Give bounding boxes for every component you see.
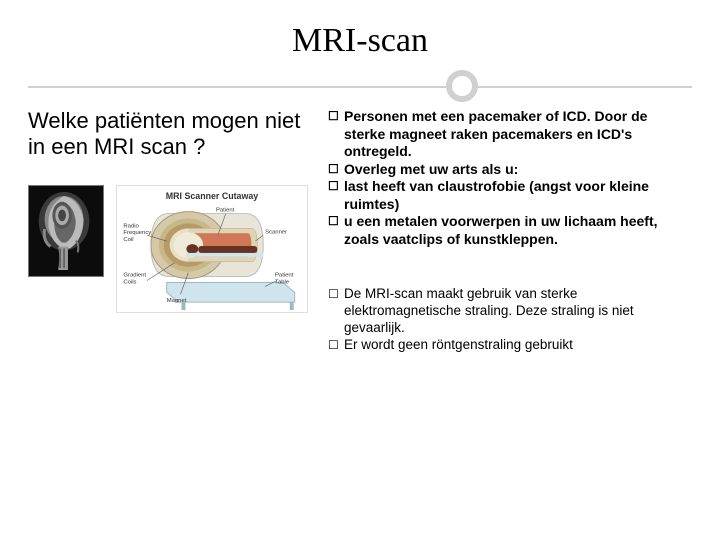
left-column: Welke patiënten mogen niet in een MRI sc… [28,108,318,384]
bullet-text: Personen met een pacemaker of ICD. Door … [344,108,692,161]
list-item: ☐ Er wordt geen röntgenstraling gebruikt [328,337,692,354]
scanner-cutaway-icon: MRI Scanner Cutaway [117,186,307,312]
svg-text:Scanner: Scanner [265,229,287,235]
list-item: ☐ u een metalen voorwerpen in uw lichaam… [328,213,692,248]
list-item: ☐ Personen met een pacemaker of ICD. Doo… [328,108,692,161]
list-item: ☐ De MRI-scan maakt gebruik van sterke e… [328,286,692,337]
bullet-marker-icon: ☐ [328,337,344,354]
content-row: Welke patiënten mogen niet in een MRI sc… [28,108,692,384]
bullet-marker-icon: ☐ [328,286,344,303]
svg-text:Frequency: Frequency [123,230,151,236]
bullet-marker-icon: ☐ [328,178,344,195]
svg-text:Patient: Patient [216,207,235,213]
list-item: ☐ last heeft van claustrofobie (angst vo… [328,178,692,213]
bullet-text: Overleg met uw arts als u: [344,161,692,179]
svg-text:Magnet: Magnet [167,298,187,304]
bullet-text: De MRI-scan maakt gebruik van sterke ele… [344,286,692,337]
skull-icon [29,186,103,276]
skull-mri-image [28,185,104,277]
svg-text:Gradient: Gradient [123,272,146,278]
svg-text:Coil: Coil [123,237,133,243]
bullet-marker-icon: ☐ [328,108,344,125]
svg-text:Coils: Coils [123,279,136,285]
bullet-text: last heeft van claustrofobie (angst voor… [344,178,692,213]
mri-scanner-image: MRI Scanner Cutaway [116,185,308,313]
bullet-block-1: ☐ Personen met een pacemaker of ICD. Doo… [328,108,692,248]
page-title: MRI-scan [28,22,692,60]
bullet-text: u een metalen voorwerpen in uw lichaam h… [344,213,692,248]
list-item: ☐ Overleg met uw arts als u: [328,161,692,179]
scanner-title-label: MRI Scanner Cutaway [166,191,258,201]
image-row: MRI Scanner Cutaway [28,185,318,313]
bullet-text: Er wordt geen röntgenstraling gebruikt [344,337,692,354]
bullet-marker-icon: ☐ [328,161,344,178]
divider-circle-icon [446,70,478,102]
bullet-marker-icon: ☐ [328,213,344,230]
divider [28,66,692,106]
divider-line [28,86,692,88]
svg-text:Table: Table [275,279,290,285]
slide: MRI-scan Welke patiënten mogen niet in e… [0,0,720,540]
bullet-block-2: ☐ De MRI-scan maakt gebruik van sterke e… [328,286,692,354]
svg-text:Patient: Patient [275,272,294,278]
subtitle: Welke patiënten mogen niet in een MRI sc… [28,108,318,161]
right-column: ☐ Personen met een pacemaker of ICD. Doo… [328,108,692,384]
svg-text:Radio: Radio [123,223,139,229]
